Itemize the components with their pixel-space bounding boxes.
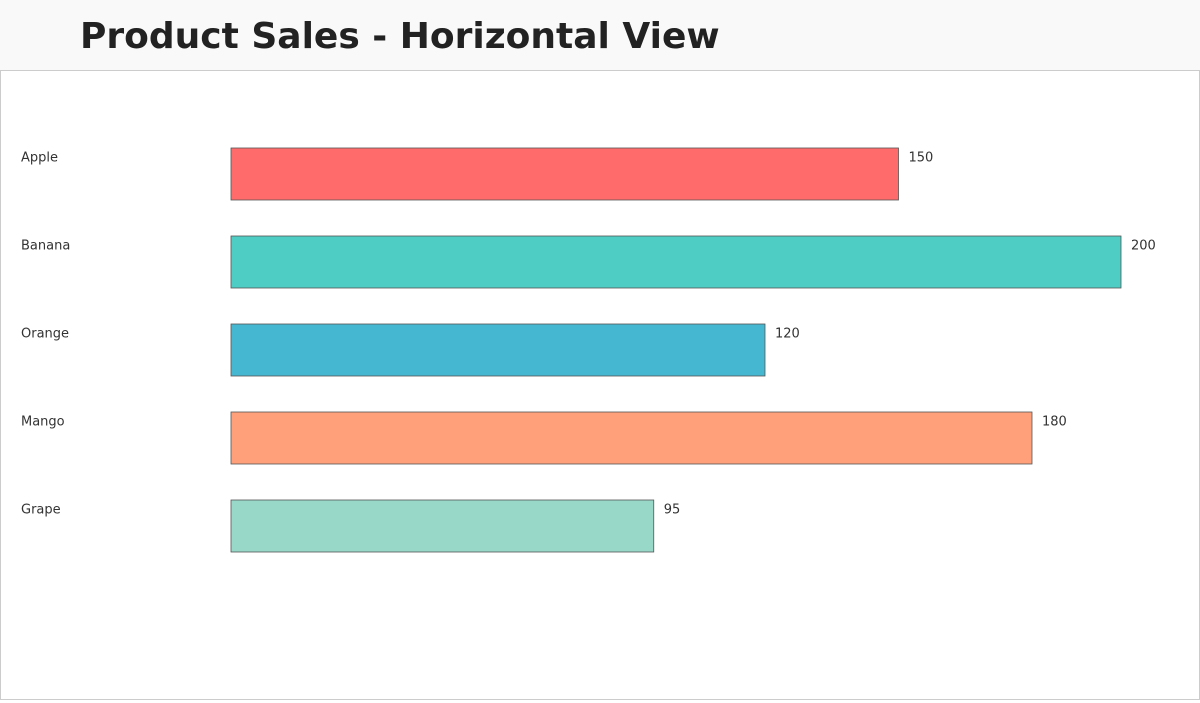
- value-label: 120: [775, 327, 800, 342]
- value-label: 180: [1042, 415, 1067, 430]
- bar: [230, 147, 899, 201]
- chart-container: Apple 150 Banana 200 Orange 120 Mango 180 Grape 9…: [0, 70, 1200, 700]
- header: Product Sales - Horizontal View: [0, 0, 1200, 70]
- category-label: Mango: [21, 415, 65, 430]
- value-label: 200: [1131, 239, 1156, 254]
- category-label: Banana: [21, 239, 70, 254]
- category-label: Grape: [21, 503, 61, 518]
- category-label: Orange: [21, 327, 69, 342]
- value-label: 150: [909, 151, 934, 166]
- bar: [230, 323, 766, 377]
- category-label: Apple: [21, 151, 58, 166]
- bar: [230, 411, 1033, 465]
- chart-title: Product Sales - Horizontal View: [80, 16, 720, 57]
- value-label: 95: [664, 503, 681, 518]
- chart: Apple 150 Banana 200 Orange 120 Mango 180 Grape 9…: [21, 147, 1156, 553]
- bar: [230, 499, 655, 553]
- bar: [230, 235, 1122, 289]
